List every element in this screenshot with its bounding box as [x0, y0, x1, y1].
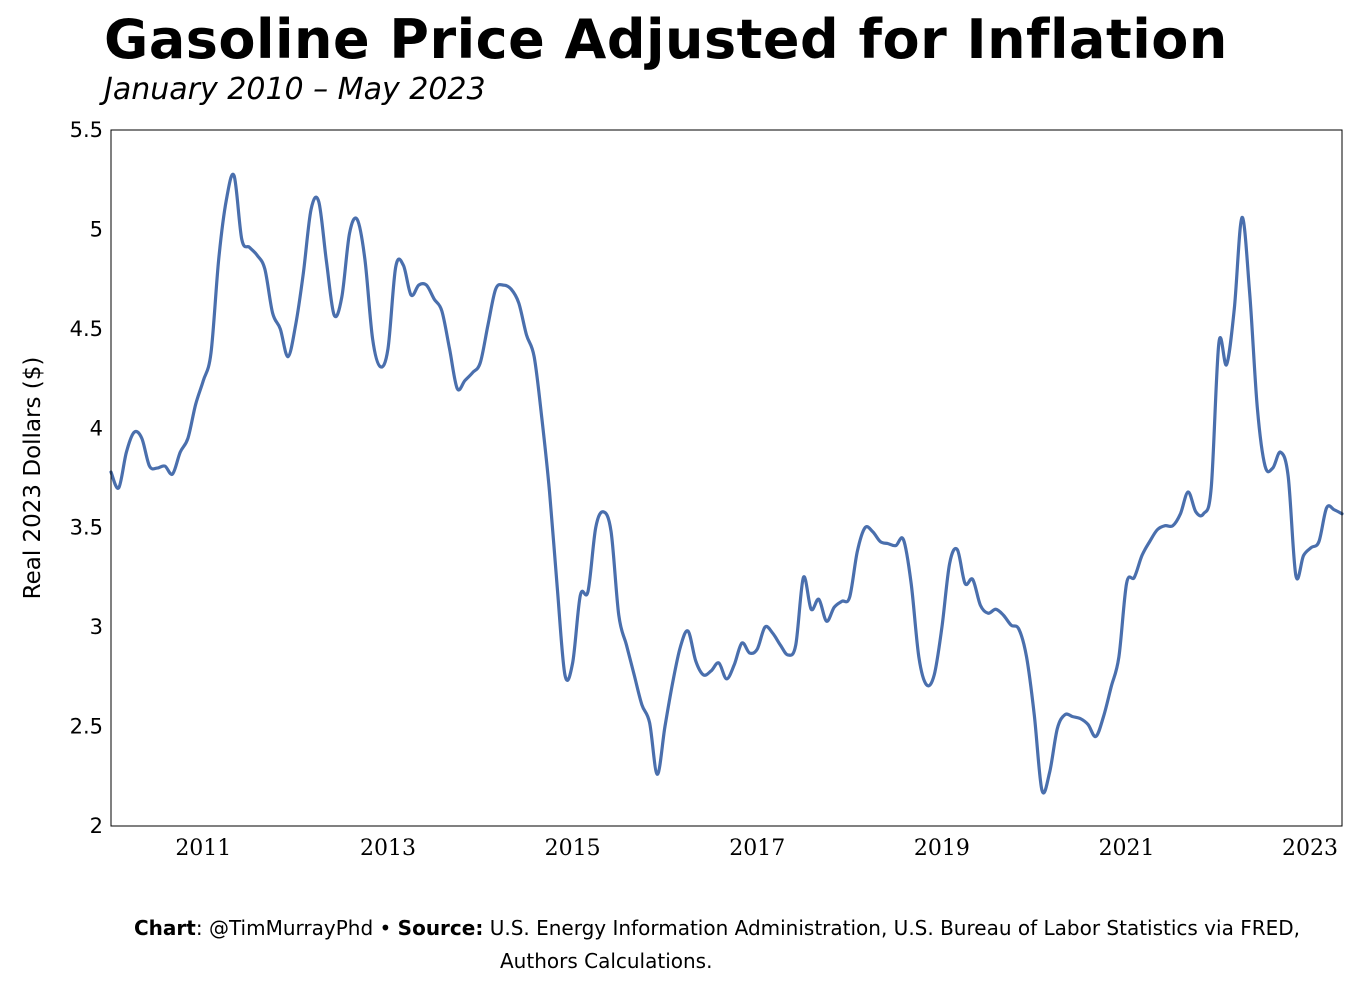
chart-subtitle: January 2010 – May 2023	[104, 72, 486, 107]
x-tick-label: 2021	[1099, 836, 1155, 861]
line-chart: 2 2.5 3 3.5 4 4.5 5 5.5 2011 2013 2015 2017 2019 202…	[20, 118, 1344, 861]
series-line-gas-price	[109, 172, 1344, 795]
x-axis: 2011 2013 2015 2017 2019 2021 2023	[175, 836, 1338, 861]
chart-title: Gasoline Price Adjusted for Inflation	[104, 8, 1228, 71]
x-tick-label: 2015	[545, 836, 601, 861]
y-tick-label: 2	[90, 814, 103, 838]
plot-frame	[110, 129, 1343, 827]
x-tick-label: 2017	[729, 836, 785, 861]
y-tick-label: 5.5	[70, 118, 103, 142]
source-label: Source:	[397, 916, 484, 940]
chart-credit-sep: :	[195, 916, 203, 940]
y-tick-label: 4.5	[70, 317, 103, 341]
x-tick-label: 2013	[360, 836, 416, 861]
series-layer	[109, 172, 1344, 795]
y-tick-label: 4	[90, 416, 103, 440]
chart-credit-label: Chart	[134, 916, 196, 940]
x-tick-label: 2023	[1282, 836, 1338, 861]
x-tick-label: 2011	[175, 836, 231, 861]
footer-bullet: •	[379, 916, 392, 940]
x-tick-label: 2019	[914, 836, 970, 861]
footer-credits: Chart: @TimMurrayPhd • Source: U.S. Ener…	[134, 912, 1349, 978]
y-tick-label: 5	[90, 217, 103, 241]
y-tick-label: 3	[90, 615, 103, 639]
y-axis-label: Real 2023 Dollars ($)	[20, 357, 46, 600]
chart-credit-author: @TimMurrayPhd	[208, 916, 374, 940]
y-tick-label: 3.5	[70, 516, 103, 540]
source-text-line1: U.S. Energy Information Administration, …	[489, 916, 1300, 940]
y-axis: 2 2.5 3 3.5 4 4.5 5 5.5	[70, 118, 103, 838]
source-text-line2: Authors Calculations.	[500, 949, 713, 973]
y-tick-label: 2.5	[70, 715, 103, 739]
